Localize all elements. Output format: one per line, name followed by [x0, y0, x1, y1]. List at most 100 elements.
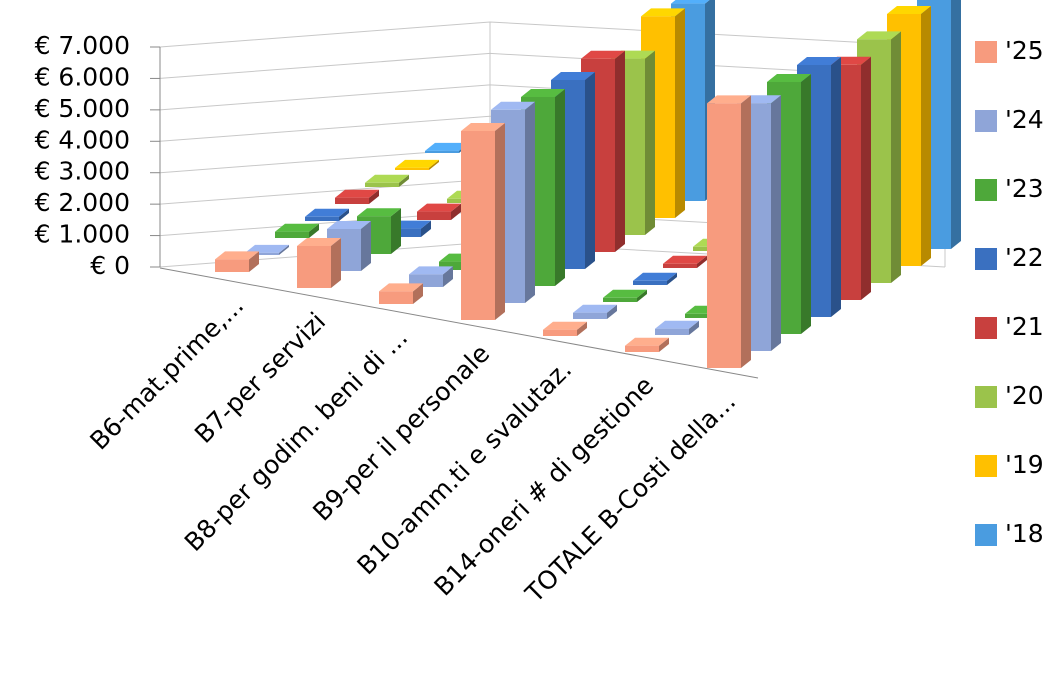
y-tick-label: € 6.000 [35, 62, 130, 91]
bar-side [659, 337, 669, 352]
legend-label: '23 [1005, 174, 1044, 203]
bar-side [741, 95, 751, 369]
bar-top [357, 208, 401, 217]
bar [365, 182, 399, 187]
bar [417, 211, 451, 220]
bar-top [521, 89, 565, 97]
legend-label: '22 [1005, 243, 1044, 272]
bar-top [365, 174, 409, 183]
bar-top [707, 95, 751, 104]
bar-top [887, 6, 931, 14]
y-tick-label: € 3.000 [35, 157, 130, 186]
bar-side [331, 238, 341, 288]
legend-label: '19 [1005, 450, 1044, 479]
bar-top [581, 50, 625, 59]
x-tick-label: B9-per il personale [307, 339, 495, 527]
legend-label: '21 [1005, 312, 1044, 341]
bar-side [645, 50, 655, 235]
bar-top [767, 74, 811, 82]
bar-top [395, 159, 439, 168]
bar-top [543, 321, 587, 330]
bar-side [525, 101, 535, 303]
grid-line [159, 21, 946, 48]
bar [439, 261, 473, 270]
legend-swatch [975, 386, 997, 408]
y-tick-label: € 4.000 [35, 125, 130, 154]
bar [685, 313, 719, 318]
legend-swatch [975, 455, 997, 477]
bar-side [399, 174, 409, 187]
bar [461, 131, 495, 320]
bar-top [603, 289, 647, 298]
bar-top [663, 255, 707, 264]
bar-side [309, 223, 319, 238]
bar-top [857, 31, 901, 40]
bar [655, 328, 689, 335]
bar [603, 297, 637, 302]
bar-top [409, 266, 453, 275]
bar [573, 312, 607, 319]
bar-top [275, 223, 319, 232]
bar [305, 216, 339, 221]
legend-label: '18 [1005, 519, 1044, 548]
bar-top [461, 123, 505, 131]
bar-side [443, 266, 453, 287]
bar-top [655, 320, 699, 329]
bar-top [297, 238, 341, 246]
bar-side [689, 320, 699, 335]
bar-side [421, 220, 431, 237]
bar-side [391, 208, 401, 254]
bar-side [279, 244, 289, 255]
y-tick-label: € 7.000 [35, 31, 130, 60]
bar-side [615, 50, 625, 252]
legend-swatch [975, 248, 997, 270]
y-tick-label: € 2.000 [35, 188, 130, 217]
bar [275, 231, 309, 238]
bar-side [577, 321, 587, 336]
bar-top [417, 203, 461, 212]
bar-side [361, 221, 371, 271]
bar-top [425, 142, 469, 151]
bar-top [327, 221, 371, 229]
bar-top [633, 272, 677, 281]
bar-side [951, 0, 961, 249]
bar-top [573, 304, 617, 313]
legend-swatch [975, 41, 997, 63]
bar-side [697, 255, 707, 268]
bar [245, 252, 279, 255]
bar-top [671, 0, 710, 4]
bar-side [771, 95, 781, 351]
bar-side [451, 203, 461, 220]
legend-swatch [975, 179, 997, 201]
bar [395, 167, 429, 170]
bar [215, 259, 249, 272]
bar [663, 263, 697, 268]
bar [297, 246, 331, 288]
bar-side [585, 72, 595, 269]
bar-side [891, 31, 901, 284]
y-tick-label: € 1.000 [35, 220, 130, 249]
bar-side [921, 6, 931, 266]
bar-top [641, 8, 685, 17]
legend-swatch [975, 524, 997, 546]
legend-label: '25 [1005, 36, 1044, 65]
bar-top [491, 101, 535, 110]
bar-side [607, 304, 617, 319]
bar-top [335, 189, 379, 198]
bar-top [551, 72, 595, 80]
bar-side [555, 89, 565, 286]
bar [543, 329, 577, 336]
bar-side [339, 208, 349, 221]
x-axis [159, 267, 759, 379]
bar-side [429, 159, 439, 170]
bar [633, 280, 667, 285]
bar-top [245, 244, 289, 253]
bar [335, 197, 369, 204]
bar [425, 150, 459, 153]
bar-side [675, 8, 685, 219]
legend-label: '24 [1005, 105, 1044, 134]
bar-side [249, 251, 259, 272]
bar [707, 103, 741, 369]
bar-side [667, 272, 677, 285]
